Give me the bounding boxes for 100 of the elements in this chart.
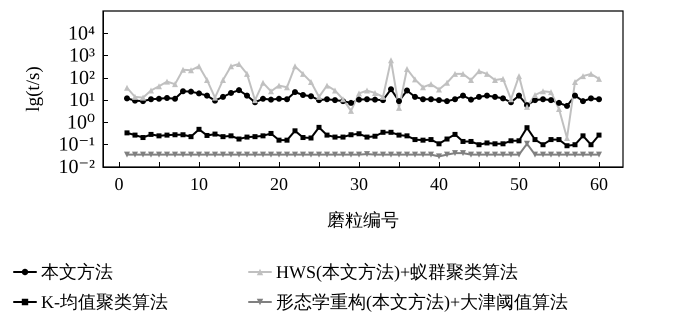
point (388, 57, 394, 64)
point (140, 94, 146, 101)
point (548, 152, 554, 158)
point (316, 152, 322, 158)
point (452, 132, 458, 137)
point (420, 84, 426, 90)
point (308, 136, 314, 141)
y-axis-title: lg(t/s) (23, 66, 44, 112)
x-tick-label: 10 (190, 174, 208, 194)
point (444, 136, 450, 142)
point (428, 96, 434, 102)
point (228, 90, 234, 96)
point (548, 89, 554, 96)
point (316, 94, 322, 100)
point (188, 88, 194, 95)
point (292, 152, 298, 158)
point (468, 96, 474, 103)
point (164, 78, 170, 85)
point (500, 141, 506, 146)
point (364, 88, 370, 94)
point (492, 141, 498, 146)
point (540, 96, 546, 102)
point (484, 70, 490, 77)
point (180, 66, 186, 73)
point (436, 97, 442, 104)
point (524, 125, 530, 130)
point (308, 79, 314, 86)
point (268, 96, 274, 103)
point (148, 152, 154, 158)
point (380, 152, 386, 158)
point (340, 152, 346, 158)
point (556, 100, 562, 106)
point (252, 152, 258, 158)
point (596, 96, 602, 102)
point (308, 152, 314, 158)
y-tick-label: 10¹ (69, 89, 95, 112)
point (156, 133, 162, 138)
point (356, 131, 362, 136)
point (572, 92, 578, 99)
point (300, 92, 306, 98)
point (228, 133, 234, 138)
point (420, 138, 426, 143)
point (468, 152, 474, 158)
point (532, 137, 538, 142)
point (532, 92, 538, 98)
point (364, 151, 370, 158)
point (132, 94, 138, 100)
point (396, 132, 402, 138)
point (372, 134, 378, 139)
point (412, 152, 418, 158)
point (356, 96, 362, 103)
point (548, 97, 554, 104)
point (444, 98, 450, 104)
point (476, 142, 482, 148)
point (588, 152, 594, 158)
point (348, 152, 354, 158)
point (316, 124, 322, 130)
point (324, 82, 330, 89)
point (148, 96, 154, 102)
point (468, 77, 474, 84)
point (388, 86, 394, 92)
point (308, 93, 314, 100)
point (172, 96, 178, 102)
point (292, 89, 298, 96)
point (348, 132, 354, 138)
point (268, 130, 274, 136)
x-tick-label: 30 (350, 174, 368, 194)
point (244, 92, 250, 99)
point (460, 92, 466, 99)
point (564, 143, 570, 148)
point (428, 81, 434, 88)
point (356, 90, 362, 96)
point (516, 73, 522, 80)
point (588, 142, 594, 148)
point (372, 96, 378, 103)
point (460, 70, 466, 77)
point (164, 94, 170, 101)
point (508, 152, 514, 158)
point (132, 152, 138, 158)
point (500, 76, 506, 82)
point (292, 128, 298, 134)
point (164, 152, 170, 158)
point (204, 132, 210, 138)
point (428, 152, 434, 158)
point (396, 98, 402, 104)
point (460, 138, 466, 144)
point (364, 96, 370, 102)
point (268, 88, 274, 94)
point (484, 152, 490, 158)
point (332, 152, 338, 158)
y-tick-label: 10² (69, 66, 95, 89)
point (532, 152, 538, 158)
point (132, 132, 138, 138)
point (156, 152, 162, 158)
point (156, 96, 162, 102)
point (356, 152, 362, 158)
point (436, 141, 442, 146)
point (460, 150, 466, 156)
point (596, 152, 602, 158)
point (420, 152, 426, 158)
